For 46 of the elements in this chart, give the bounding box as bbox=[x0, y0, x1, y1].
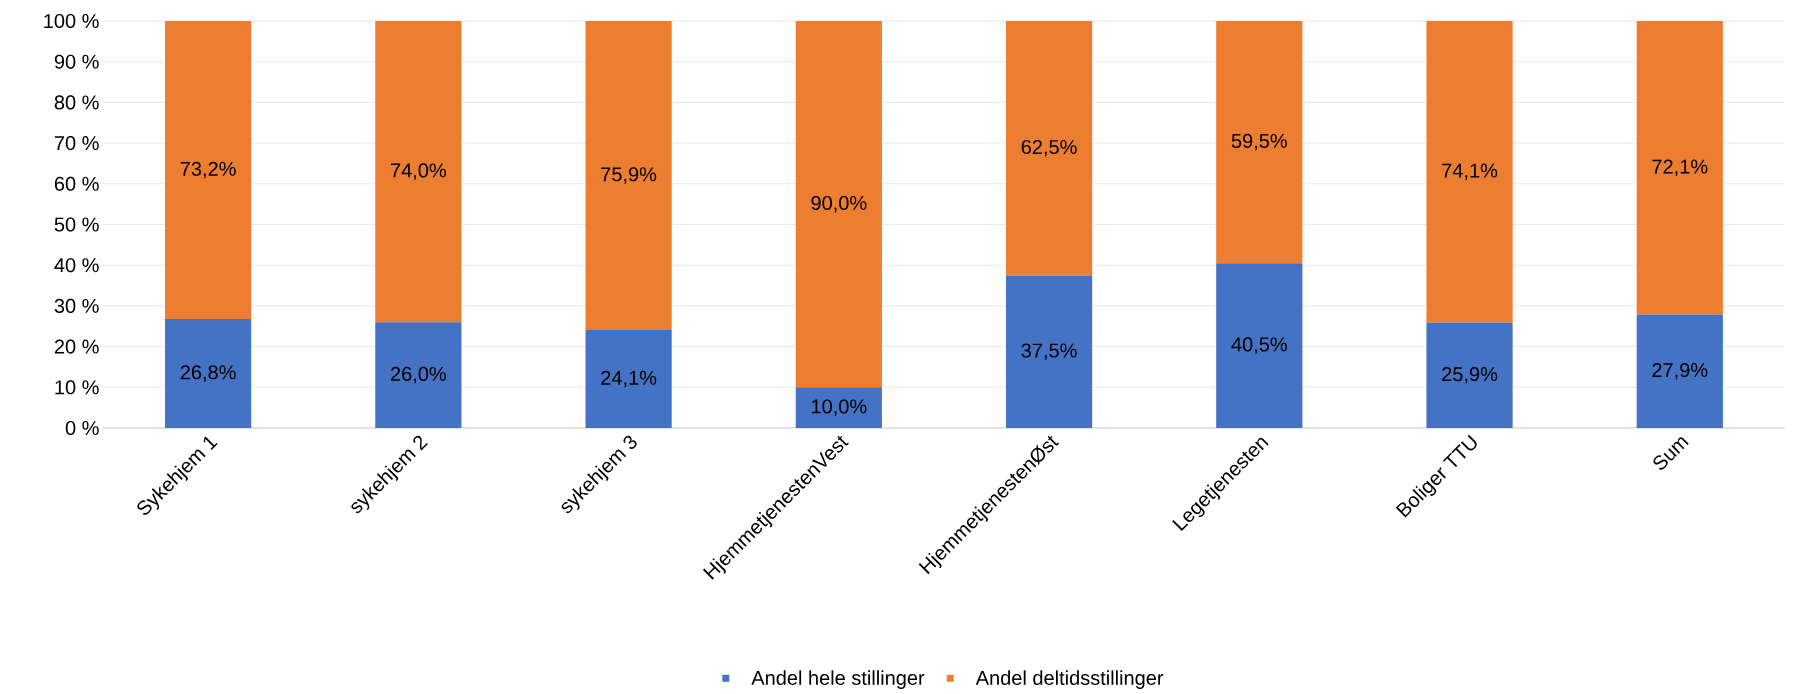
data-label: 26,0% bbox=[391, 366, 446, 384]
bar bbox=[585, 21, 672, 330]
data-label: 40,5% bbox=[1231, 337, 1287, 354]
data-label: 90,0% bbox=[811, 195, 867, 213]
legend-label: Andel hele stillinger bbox=[751, 670, 925, 689]
y-tick-label: 20 % bbox=[54, 339, 99, 354]
bar bbox=[1426, 322, 1513, 428]
data-label: 74,0% bbox=[391, 163, 446, 180]
data-label: 10,0% bbox=[812, 399, 867, 416]
y-tick-label: 0 % bbox=[65, 420, 99, 436]
bar bbox=[795, 21, 882, 388]
data-label: 62,5% bbox=[1021, 139, 1077, 157]
y-tick-label: 80 % bbox=[54, 95, 99, 110]
y-tick-label: 30 % bbox=[54, 298, 99, 313]
x-tick-label: Sum bbox=[1653, 437, 1689, 470]
data-label: 27,9% bbox=[1652, 362, 1708, 380]
bar bbox=[1636, 21, 1723, 315]
bar bbox=[1005, 21, 1093, 276]
y-tick-label: 40 % bbox=[54, 258, 99, 273]
bar bbox=[795, 387, 882, 428]
data-label: 24,1% bbox=[601, 370, 657, 388]
bar bbox=[1216, 263, 1303, 428]
y-tick-label: 50 % bbox=[54, 217, 99, 232]
bar bbox=[1216, 21, 1303, 264]
data-label: 59,5% bbox=[1231, 133, 1287, 151]
bar bbox=[375, 21, 462, 323]
data-label: 73,2% bbox=[180, 161, 236, 179]
y-tick-label: 60 % bbox=[54, 176, 99, 191]
legend-label: Andel deltidsstillinger bbox=[975, 670, 1164, 689]
data-label: 37,5% bbox=[1021, 343, 1077, 360]
data-label: 25,9% bbox=[1442, 367, 1498, 384]
bar bbox=[165, 318, 252, 428]
data-label: 75,9% bbox=[601, 167, 657, 184]
bar bbox=[375, 322, 462, 428]
bar bbox=[585, 329, 672, 428]
data-label: 72,1% bbox=[1652, 159, 1708, 176]
data-label: 74,1% bbox=[1442, 163, 1498, 180]
bar bbox=[1005, 275, 1093, 428]
y-tick-label: 100 % bbox=[44, 13, 99, 29]
data-label: 26,8% bbox=[180, 365, 236, 382]
y-tick-label: 70 % bbox=[54, 136, 99, 151]
bar bbox=[165, 21, 252, 319]
bar bbox=[1426, 21, 1513, 323]
y-tick-label: 90 % bbox=[54, 54, 99, 69]
bar bbox=[1636, 314, 1723, 428]
y-tick-label: 10 % bbox=[55, 380, 99, 395]
